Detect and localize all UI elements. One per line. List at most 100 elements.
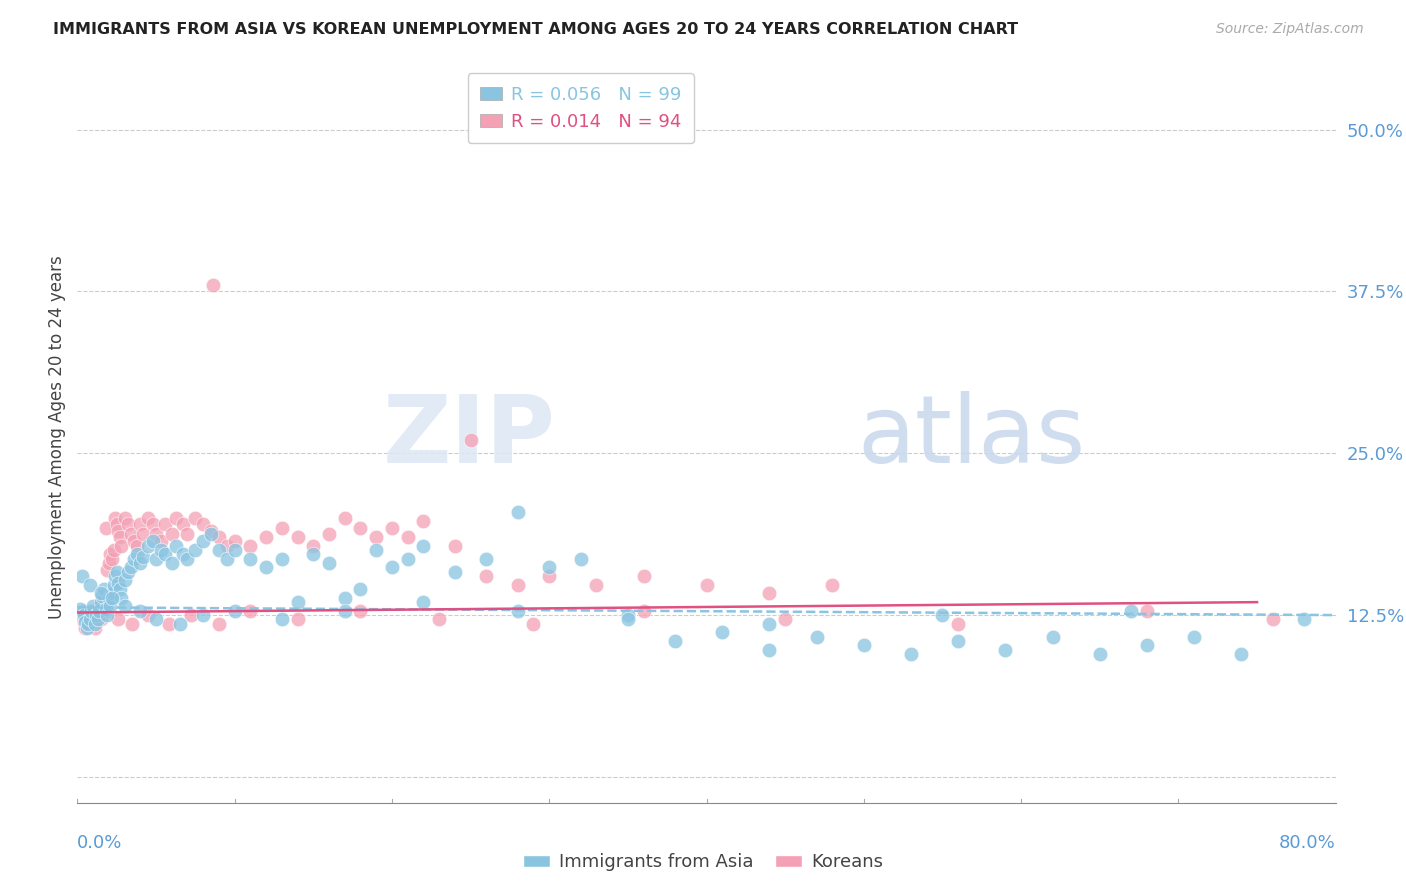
Point [758,586,780,600]
Point [506,578,529,592]
Point [538,560,561,574]
Point [98,547,121,561]
Point [191,608,215,623]
Point [1182,630,1205,644]
Text: 80.0%: 80.0% [1279,834,1336,852]
Point [101,552,124,566]
Point [506,504,529,518]
Point [948,634,970,648]
Point [1294,612,1316,626]
Text: 0.0%: 0.0% [77,834,122,852]
Point [287,612,309,626]
Point [97,591,120,606]
Point [107,575,129,590]
Point [381,560,404,574]
Point [80,608,103,623]
Point [155,547,177,561]
Point [160,526,183,541]
Point [142,534,165,549]
Point [318,557,340,571]
Point [149,543,172,558]
Point [101,586,124,600]
Point [101,591,124,606]
Point [191,534,215,549]
Point [208,617,231,632]
Point [83,617,105,632]
Point [97,557,120,571]
Point [72,608,94,623]
Point [270,552,292,566]
Point [110,540,132,554]
Point [633,569,655,583]
Point [396,552,419,566]
Point [208,543,231,558]
Point [96,563,118,577]
Point [82,599,104,613]
Text: IMMIGRANTS FROM ASIA VS KOREAN UNEMPLOYMENT AMONG AGES 20 TO 24 YEARS CORRELATIO: IMMIGRANTS FROM ASIA VS KOREAN UNEMPLOYM… [53,22,1018,37]
Point [77,617,100,632]
Point [79,578,101,592]
Point [349,582,371,597]
Point [200,524,222,538]
Point [98,599,121,613]
Point [129,604,152,618]
Point [84,612,107,626]
Point [96,608,118,623]
Point [70,569,93,583]
Point [349,604,371,618]
Point [333,511,356,525]
Point [157,617,180,632]
Point [200,526,222,541]
Point [94,601,117,615]
Point [427,612,450,626]
Point [994,643,1017,657]
Point [82,612,104,626]
Point [104,569,127,583]
Text: ZIP: ZIP [382,391,555,483]
Y-axis label: Unemployment Among Ages 20 to 24 years: Unemployment Among Ages 20 to 24 years [48,255,66,619]
Point [1261,612,1284,626]
Point [302,540,325,554]
Point [120,526,142,541]
Point [108,530,131,544]
Text: Source: ZipAtlas.com: Source: ZipAtlas.com [1216,22,1364,37]
Point [711,624,734,639]
Point [758,617,780,632]
Point [94,604,117,618]
Point [76,621,98,635]
Point [80,604,103,618]
Point [77,612,100,626]
Point [176,526,198,541]
Point [127,547,149,561]
Point [224,534,246,549]
Point [136,540,159,554]
Point [75,621,97,635]
Point [1136,604,1159,618]
Point [617,612,640,626]
Point [617,608,640,623]
Point [145,612,167,626]
Point [84,608,107,623]
Point [103,578,125,592]
Point [1230,647,1253,661]
Point [127,540,149,554]
Point [89,599,111,613]
Point [239,540,262,554]
Point [184,543,207,558]
Point [69,608,91,623]
Point [87,604,110,618]
Point [366,543,388,558]
Point [82,615,104,629]
Point [396,530,419,544]
Point [475,569,498,583]
Point [506,604,529,618]
Point [142,517,165,532]
Point [664,634,686,648]
Point [349,521,371,535]
Point [129,557,152,571]
Point [852,638,875,652]
Point [1042,630,1064,644]
Point [93,595,115,609]
Point [381,521,404,535]
Point [136,511,159,525]
